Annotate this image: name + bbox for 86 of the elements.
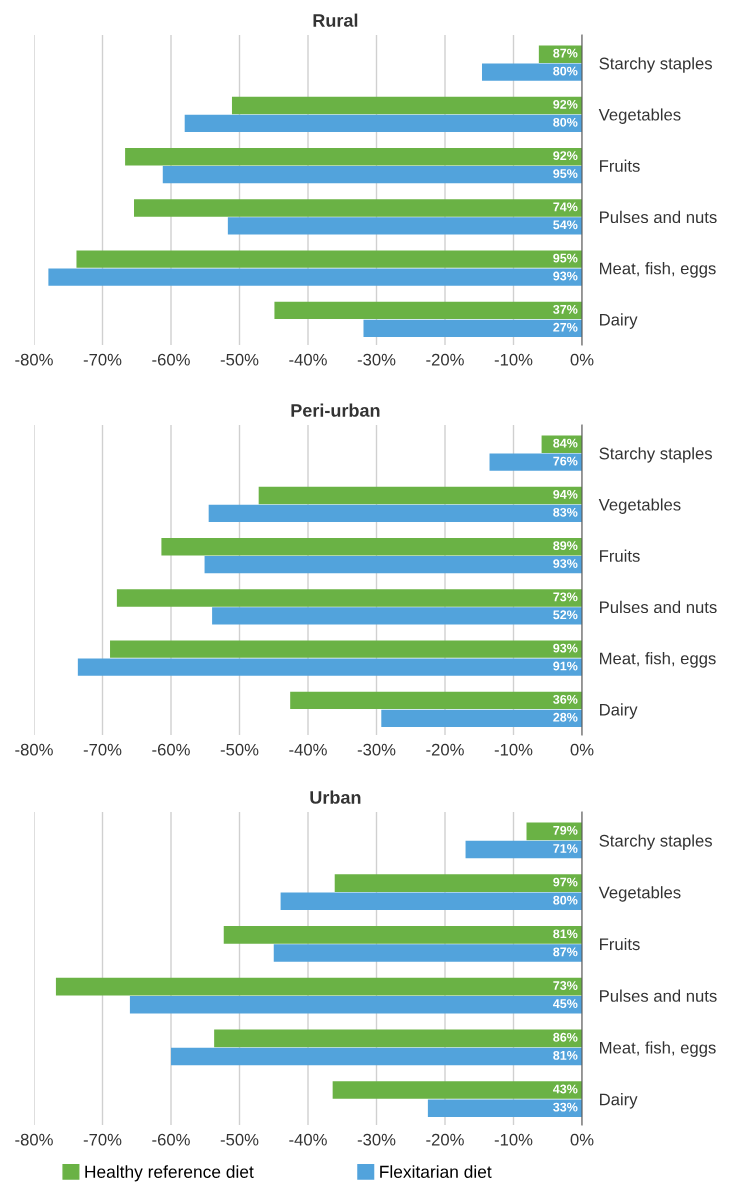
annotation: 74% <box>553 202 578 212</box>
annotation: 79% <box>553 825 578 835</box>
annotation: 97% <box>553 877 578 887</box>
x-tick-label: -80% <box>15 1133 53 1146</box>
x-tick-label: -60% <box>152 743 190 756</box>
y-tick-label: Dairy <box>600 313 638 329</box>
x-tick-label: -30% <box>357 1133 396 1146</box>
annotation: 93% <box>553 271 578 281</box>
annotation: 33% <box>553 1102 578 1112</box>
x-tick-label: -70% <box>83 1133 122 1146</box>
x-tick-label: -10% <box>494 1133 533 1146</box>
annotation: 95% <box>553 253 578 263</box>
annotation: 86% <box>553 1032 578 1042</box>
annotation: 27% <box>553 322 578 332</box>
x-tick-label: -80% <box>15 743 53 756</box>
y-tick-label: Starchy staples <box>599 834 713 850</box>
x-tick-label: -30% <box>357 743 396 756</box>
annotation: 54% <box>553 220 578 230</box>
legend-label: Flexitarian diet <box>380 1165 492 1178</box>
y-tick-label: Fruits <box>600 937 640 951</box>
x-tick-label: 0% <box>570 743 594 756</box>
y-tick-label: Vegetables <box>598 886 681 902</box>
annotation: 76% <box>553 456 578 466</box>
y-tick-label: Starchy staples <box>599 447 713 463</box>
x-tick-label: -30% <box>357 353 396 366</box>
annotation: 92% <box>553 151 578 161</box>
annotation: 73% <box>553 981 578 990</box>
annotation: 80% <box>553 895 578 905</box>
annotation: 81% <box>553 929 578 939</box>
x-tick-label: -20% <box>426 353 464 366</box>
x-tick-label: -20% <box>426 1133 464 1146</box>
annotation: 89% <box>553 541 578 551</box>
y-tick-label: Starchy staples <box>599 57 713 73</box>
y-tick-label: Fruits <box>600 159 640 172</box>
x-tick-label: -50% <box>220 743 259 756</box>
chart-title: Urban <box>310 790 361 804</box>
y-tick-label: Fruits <box>600 549 640 562</box>
x-tick-label: -60% <box>152 1133 190 1146</box>
x-tick-label: -50% <box>220 1133 259 1146</box>
y-tick-label: Meat, fish, eggs <box>600 652 716 668</box>
x-tick-label: -10% <box>494 743 533 756</box>
y-tick-label: Dairy <box>600 1093 638 1109</box>
annotation: 93% <box>553 643 578 653</box>
annotation: 80% <box>553 66 578 76</box>
x-tick-label: -70% <box>83 353 122 366</box>
y-tick-label: Pulses and nuts <box>600 600 717 614</box>
annotation: 71% <box>553 844 578 853</box>
y-tick-label: Pulses and nuts <box>600 210 717 224</box>
annotation: 36% <box>553 694 578 704</box>
annotation: 93% <box>553 559 578 568</box>
x-tick-label: 0% <box>570 353 594 366</box>
chart-title: Rural <box>313 13 358 27</box>
x-tick-label: -60% <box>152 353 190 366</box>
x-tick-label: -70% <box>83 743 122 756</box>
annotation: 91% <box>553 661 578 671</box>
y-tick-label: Vegetables <box>598 108 681 124</box>
y-tick-label: Vegetables <box>598 498 681 514</box>
x-tick-label: -40% <box>289 743 327 756</box>
x-tick-label: 0% <box>570 1133 594 1146</box>
y-tick-label: Dairy <box>600 703 638 719</box>
annotation: 45% <box>553 999 578 1009</box>
legend-label: Healthy reference diet <box>85 1165 254 1182</box>
x-tick-label: -50% <box>220 353 259 366</box>
x-tick-label: -40% <box>289 1133 327 1146</box>
annotation: 95% <box>553 169 578 178</box>
x-tick-label: -80% <box>15 353 53 366</box>
annotation: 87% <box>553 48 578 58</box>
x-tick-label: -40% <box>289 353 327 366</box>
x-tick-label: -10% <box>494 353 533 366</box>
annotation: 87% <box>553 947 578 957</box>
annotation: 43% <box>553 1084 578 1094</box>
annotation: 80% <box>553 117 578 127</box>
annotation: 84% <box>553 438 578 448</box>
annotation: 73% <box>553 592 578 602</box>
annotation: 94% <box>553 489 578 499</box>
y-tick-label: Meat, fish, eggs <box>600 1041 716 1057</box>
y-tick-label: Meat, fish, eggs <box>600 262 716 278</box>
x-tick-label: -20% <box>426 743 464 756</box>
y-tick-label: Pulses and nuts <box>600 989 717 1002</box>
annotation: 52% <box>553 610 578 620</box>
annotation: 37% <box>553 304 578 314</box>
annotation: 81% <box>553 1050 578 1060</box>
annotation: 92% <box>553 99 578 109</box>
annotation: 28% <box>553 712 578 722</box>
annotation: 83% <box>553 507 578 517</box>
chart-title: Peri-urban <box>291 403 380 417</box>
